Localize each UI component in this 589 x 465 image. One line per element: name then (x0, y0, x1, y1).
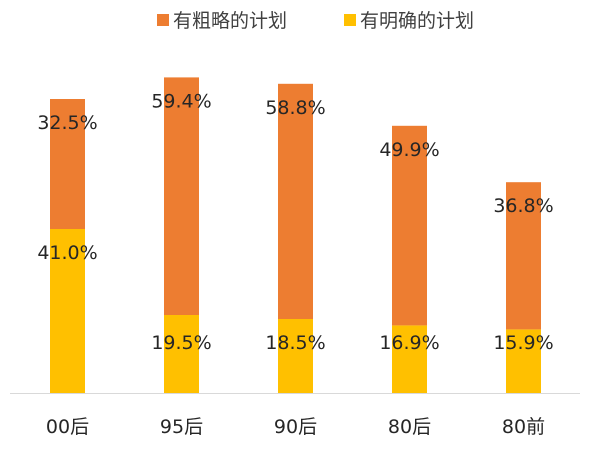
legend-label: 有明确的计划 (360, 10, 474, 32)
bar-segment-95后-明确 (164, 315, 199, 393)
x-tick-label: 95后 (160, 416, 203, 438)
x-tick-label: 00后 (46, 416, 89, 438)
x-tick-labels: 00后 95后 90后 80后 80前 (46, 416, 545, 438)
legend-swatch (344, 14, 356, 26)
value-label-80前-粗略: 36.8% (493, 195, 553, 217)
value-label-80后-明确: 16.9% (379, 332, 439, 354)
value-label-00后-明确: 41.0% (37, 242, 97, 264)
x-tick-label: 90后 (274, 416, 317, 438)
bar-segment-80后-明确 (392, 325, 427, 393)
value-label-80后-粗略: 49.9% (379, 139, 439, 161)
bars (50, 77, 541, 393)
value-label-90后-粗略: 58.8% (265, 97, 325, 119)
bar-segment-80前-粗略 (506, 182, 541, 330)
bar-segment-80前-明确 (506, 329, 541, 393)
legend: 有粗略的计划 有明确的计划 (157, 10, 474, 32)
value-label-00后-粗略: 32.5% (37, 112, 97, 134)
bar-segment-90后-粗略 (278, 83, 313, 319)
bar-segment-00后-粗略 (50, 99, 85, 229)
value-label-95后-粗略: 59.4% (151, 90, 211, 112)
value-labels: 41.0% 32.5% 19.5% 59.4% 18.5% 58.8% 16.9% 49.9%… (37, 90, 553, 354)
bar-segment-90后-明确 (278, 319, 313, 393)
value-label-80前-明确: 15.9% (493, 332, 553, 354)
x-tick-label: 80前 (502, 416, 545, 438)
bar-segment-95后-粗略 (164, 77, 199, 316)
bar-segment-80后-粗略 (392, 125, 427, 326)
bar-segment-00后-明确 (50, 229, 85, 393)
value-label-90后-明确: 18.5% (265, 332, 325, 354)
x-tick-label: 80后 (388, 416, 431, 438)
legend-label: 有粗略的计划 (173, 10, 287, 32)
value-label-95后-明确: 19.5% (151, 332, 211, 354)
legend-swatch (157, 14, 169, 26)
